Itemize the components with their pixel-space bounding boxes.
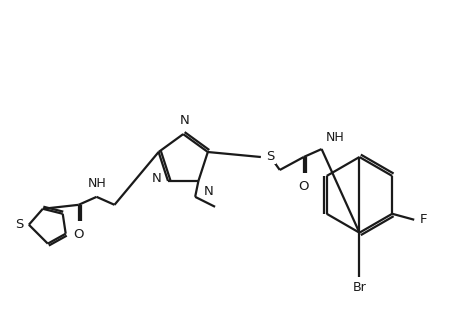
Text: N: N — [203, 185, 213, 198]
Text: F: F — [420, 213, 428, 226]
Text: Br: Br — [353, 281, 366, 294]
Text: O: O — [73, 228, 84, 241]
Text: S: S — [16, 218, 24, 231]
Text: NH: NH — [88, 177, 107, 190]
Text: O: O — [298, 180, 309, 193]
Text: S: S — [266, 150, 274, 162]
Text: N: N — [179, 114, 189, 127]
Text: NH: NH — [326, 131, 344, 144]
Text: N: N — [151, 173, 161, 186]
